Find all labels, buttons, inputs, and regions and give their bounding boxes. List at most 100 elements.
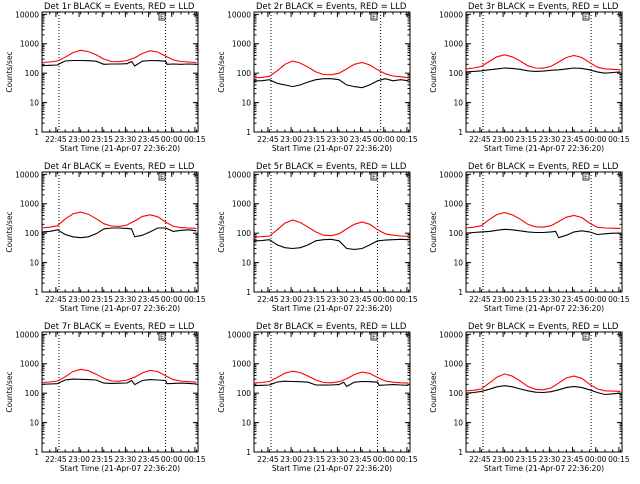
panel-title: Det 8r BLACK = Events, RED = LLD xyxy=(256,322,407,332)
x-tick-label: 23:00 xyxy=(492,455,514,464)
x-tick-label: 00:00 xyxy=(585,455,607,464)
series-line-events xyxy=(465,67,621,74)
x-tick-label: 23:15 xyxy=(515,295,537,304)
y-axis-label: Counts/sec xyxy=(429,371,438,412)
y-axis-label: Counts/sec xyxy=(217,51,226,92)
legend-marker-box xyxy=(370,332,378,341)
x-tick-label: 22:45 xyxy=(257,135,279,144)
x-tick-label: 23:30 xyxy=(539,135,561,144)
y-tick-label: 100 xyxy=(449,229,464,238)
legend-marker-label: E xyxy=(372,334,376,341)
series-line-lld xyxy=(253,370,409,384)
y-tick-label: 1000 xyxy=(444,360,463,369)
series-line-events xyxy=(41,227,197,239)
series-line-lld xyxy=(465,212,621,229)
y-axis-label: Counts/sec xyxy=(5,51,14,92)
y-tick-label: 10 xyxy=(29,99,39,108)
series-line-events xyxy=(253,380,409,388)
x-tick-label: 00:15 xyxy=(396,295,418,304)
y-tick-label: 100 xyxy=(25,229,40,238)
panel-title: Det 4r BLACK = Events, RED = LLD xyxy=(44,162,195,172)
legend-marker-label: E xyxy=(372,14,376,21)
x-tick-label: 23:00 xyxy=(492,295,514,304)
panel-det-5: Det 5r BLACK = Events, RED = LLD 1 10 100 10… xyxy=(217,162,418,313)
x-tick-label: 22:45 xyxy=(469,455,491,464)
x-tick-label: 23:00 xyxy=(492,135,514,144)
y-tick-label: 10000 xyxy=(439,10,463,19)
panel-title: Det 5r BLACK = Events, RED = LLD xyxy=(256,162,407,172)
plot-frame xyxy=(465,171,623,293)
x-tick-label: 00:00 xyxy=(585,135,607,144)
x-tick-label: 23:30 xyxy=(539,455,561,464)
y-tick-label: 1 xyxy=(246,448,251,457)
y-tick-label: 10000 xyxy=(439,170,463,179)
x-tick-label: 23:45 xyxy=(138,295,160,304)
series-line-lld xyxy=(465,373,621,392)
series-line-events xyxy=(41,59,197,67)
x-tick-label: 23:45 xyxy=(138,135,160,144)
y-tick-label: 10000 xyxy=(227,10,251,19)
legend-marker-label: E xyxy=(160,334,164,341)
x-tick-label: 00:00 xyxy=(373,455,395,464)
y-tick-label: 10000 xyxy=(15,10,39,19)
legend-marker-label: E xyxy=(372,174,376,181)
x-tick-label: 23:30 xyxy=(115,295,137,304)
plot-frame xyxy=(41,11,199,133)
y-tick-label: 100 xyxy=(449,389,464,398)
series-line-events xyxy=(465,228,621,239)
x-tick-label: 23:15 xyxy=(91,455,113,464)
x-tick-label: 23:30 xyxy=(327,135,349,144)
panel-det-6: Det 6r BLACK = Events, RED = LLD 1 10 100 10… xyxy=(429,162,630,313)
plot-frame xyxy=(253,171,411,293)
x-tick-label: 00:15 xyxy=(608,455,630,464)
x-tick-label: 23:15 xyxy=(91,135,113,144)
x-tick-label: 00:00 xyxy=(161,455,183,464)
y-tick-label: 10 xyxy=(453,99,463,108)
y-tick-label: 10000 xyxy=(227,170,251,179)
y-tick-label: 100 xyxy=(25,69,40,78)
legend-marker-box xyxy=(158,12,166,21)
plot-frame xyxy=(465,331,623,453)
x-tick-label: 00:15 xyxy=(396,135,418,144)
panel-title: Det 3r BLACK = Events, RED = LLD xyxy=(468,2,619,12)
y-tick-label: 100 xyxy=(25,389,40,398)
y-tick-label: 1000 xyxy=(232,40,251,49)
legend-marker-box xyxy=(158,172,166,181)
panel-det-3: Det 3r BLACK = Events, RED = LLD 1 10 100 10… xyxy=(429,2,630,153)
y-tick-label: 1 xyxy=(34,128,39,137)
x-tick-label: 00:15 xyxy=(184,295,206,304)
legend-marker-label: E xyxy=(584,14,588,21)
legend-marker-box xyxy=(370,172,378,181)
y-tick-label: 1000 xyxy=(20,40,39,49)
series-line-lld xyxy=(41,49,197,64)
legend-marker-box xyxy=(582,12,590,21)
x-tick-label: 23:45 xyxy=(562,295,584,304)
plot-frame xyxy=(253,331,411,453)
y-axis-label: Counts/sec xyxy=(429,51,438,92)
plot-frame xyxy=(41,331,199,453)
x-tick-label: 23:30 xyxy=(327,295,349,304)
x-tick-label: 22:45 xyxy=(469,135,491,144)
panel-title: Det 6r BLACK = Events, RED = LLD xyxy=(468,162,619,172)
x-tick-label: 22:45 xyxy=(45,295,67,304)
series-line-lld xyxy=(253,60,409,79)
legend-marker-box xyxy=(158,332,166,341)
panel-det-8: Det 8r BLACK = Events, RED = LLD 1 10 100 10… xyxy=(217,322,418,473)
panel-title: Det 9r BLACK = Events, RED = LLD xyxy=(468,322,619,332)
x-tick-label: 23:00 xyxy=(280,135,302,144)
y-axis-label: Counts/sec xyxy=(217,211,226,252)
y-axis-label: Counts/sec xyxy=(217,371,226,412)
x-tick-label: 23:45 xyxy=(562,455,584,464)
y-tick-label: 10 xyxy=(29,419,39,428)
y-tick-label: 100 xyxy=(449,69,464,78)
y-tick-label: 1 xyxy=(34,448,39,457)
y-tick-label: 1 xyxy=(246,128,251,137)
y-axis-label: Counts/sec xyxy=(5,211,14,252)
x-tick-label: 23:15 xyxy=(515,135,537,144)
y-tick-label: 1000 xyxy=(444,40,463,49)
y-tick-label: 10 xyxy=(453,419,463,428)
x-tick-label: 23:00 xyxy=(280,295,302,304)
x-axis-label: Start Time (21-Apr-07 22:36:20) xyxy=(60,464,180,473)
